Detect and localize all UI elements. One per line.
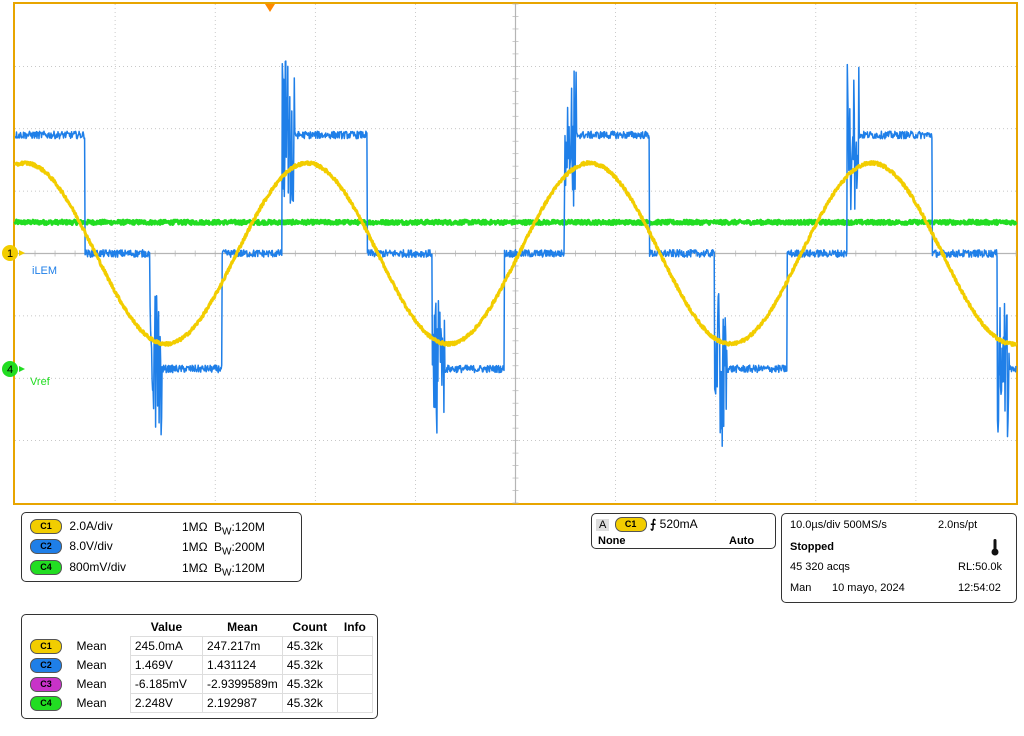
header-mean: Mean [203,618,283,637]
measurement-count: 45.32k [282,694,337,713]
channel-badge: C4 [30,696,62,711]
acquisition-count: 45 320 acqs [790,561,850,573]
trigger-panel[interactable]: A C1 ⨍ 520mA None Auto [591,513,776,549]
channel-bandwidth: BW:120M [214,561,265,578]
trigger-mode: A C1 ⨍ 520mA [596,517,698,532]
timebase: 10.0µs/div 500MS/s [790,519,887,531]
measurement-type: Mean [73,637,131,656]
trigger-position-marker[interactable] [265,4,275,12]
channel-badge: C3 [30,677,62,692]
measurement-mean: 1.431124 [203,656,283,675]
record-length: RL:50.0k [958,561,1002,573]
measurement-count: 45.32k [282,637,337,656]
resolution: 2.0ns/pt [938,519,977,531]
channel-row-c2[interactable]: C2 8.0V/div [30,539,113,554]
measurement-info [337,656,372,675]
measurement-count: 45.32k [282,675,337,694]
measurement-table: Value Mean Count Info C1 Mean 245.0mA 24… [26,618,373,713]
channel-bandwidth: BW:120M [214,520,265,537]
channel-badge: C1 [30,639,62,654]
acquisition-state: Stopped [790,541,834,553]
measurement-mean: -2.9399589m [203,675,283,694]
measurement-value: 1.469V [130,656,202,675]
measurement-info [337,694,372,713]
channel-bandwidth: BW:200M [214,540,265,557]
channel-coupling: 1MΩ [182,520,208,534]
channel-coupling: 1MΩ [182,561,208,575]
measurement-type: Mean [73,675,131,694]
measurement-mean: 247.217m [203,637,283,656]
channel-scale: 2.0A/div [69,519,112,533]
measurement-info [337,675,372,694]
measurement-value: 2.248V [130,694,202,713]
trigger-coupling: None [598,535,626,547]
scope-display: 1 iLEM 4 Vref [0,0,1024,510]
measurement-info [337,637,372,656]
measurement-header-row: Value Mean Count Info [26,618,373,637]
channel-scale: 8.0V/div [69,539,112,553]
channel-badge: C1 [30,519,62,534]
trigger-mode-letter: A [596,519,609,531]
trigger-level: 520mA [660,517,698,531]
channel-coupling: 1MΩ [182,540,208,554]
header-info: Info [337,618,372,637]
acquisition-panel[interactable]: 10.0µs/div 500MS/s 2.0ns/pt Stopped 45 3… [781,513,1017,603]
measurement-row[interactable]: C3 Mean -6.185mV -2.9399589m 45.32k [26,675,373,694]
measurement-value: 245.0mA [130,637,202,656]
channel-scale: 800mV/div [69,560,126,574]
ch1-trace-label: iLEM [32,265,57,277]
ch4-ground-marker[interactable]: 4 [2,361,25,377]
channel-badge: C4 [30,560,62,575]
svg-text:4: 4 [7,364,13,376]
thermometer-icon [990,538,1000,559]
measurement-row[interactable]: C1 Mean 245.0mA 247.217m 45.32k [26,637,373,656]
date-day: Man [790,582,811,594]
rising-edge-icon: ⨍ [650,517,656,531]
channel-row-c1[interactable]: C1 2.0A/div [30,519,113,534]
channel-badge: C2 [30,539,62,554]
channel-row-c4[interactable]: C4 800mV/div [30,560,126,575]
trigger-sweep: Auto [729,535,754,547]
measurement-type: Mean [73,656,131,675]
channel-settings-panel: C1 2.0A/div 1MΩ BW:120M C2 8.0V/div 1MΩ … [21,512,302,582]
header-value: Value [130,618,202,637]
header-count: Count [282,618,337,637]
measurement-value: -6.185mV [130,675,202,694]
measurement-panel[interactable]: Value Mean Count Info C1 Mean 245.0mA 24… [21,614,378,719]
measurement-type: Mean [73,694,131,713]
measurement-row[interactable]: C2 Mean 1.469V 1.431124 45.32k [26,656,373,675]
trigger-source-badge: C1 [615,517,647,532]
svg-text:1: 1 [7,248,13,260]
measurement-count: 45.32k [282,656,337,675]
measurement-row[interactable]: C4 Mean 2.248V 2.192987 45.32k [26,694,373,713]
channel-badge: C2 [30,658,62,673]
ch4-trace-label: Vref [30,376,51,388]
time: 12:54:02 [958,582,1001,594]
date: 10 mayo, 2024 [832,582,905,594]
ch1-ground-marker[interactable]: 1 [2,245,25,261]
measurement-mean: 2.192987 [203,694,283,713]
trace-c4 [15,220,1016,224]
